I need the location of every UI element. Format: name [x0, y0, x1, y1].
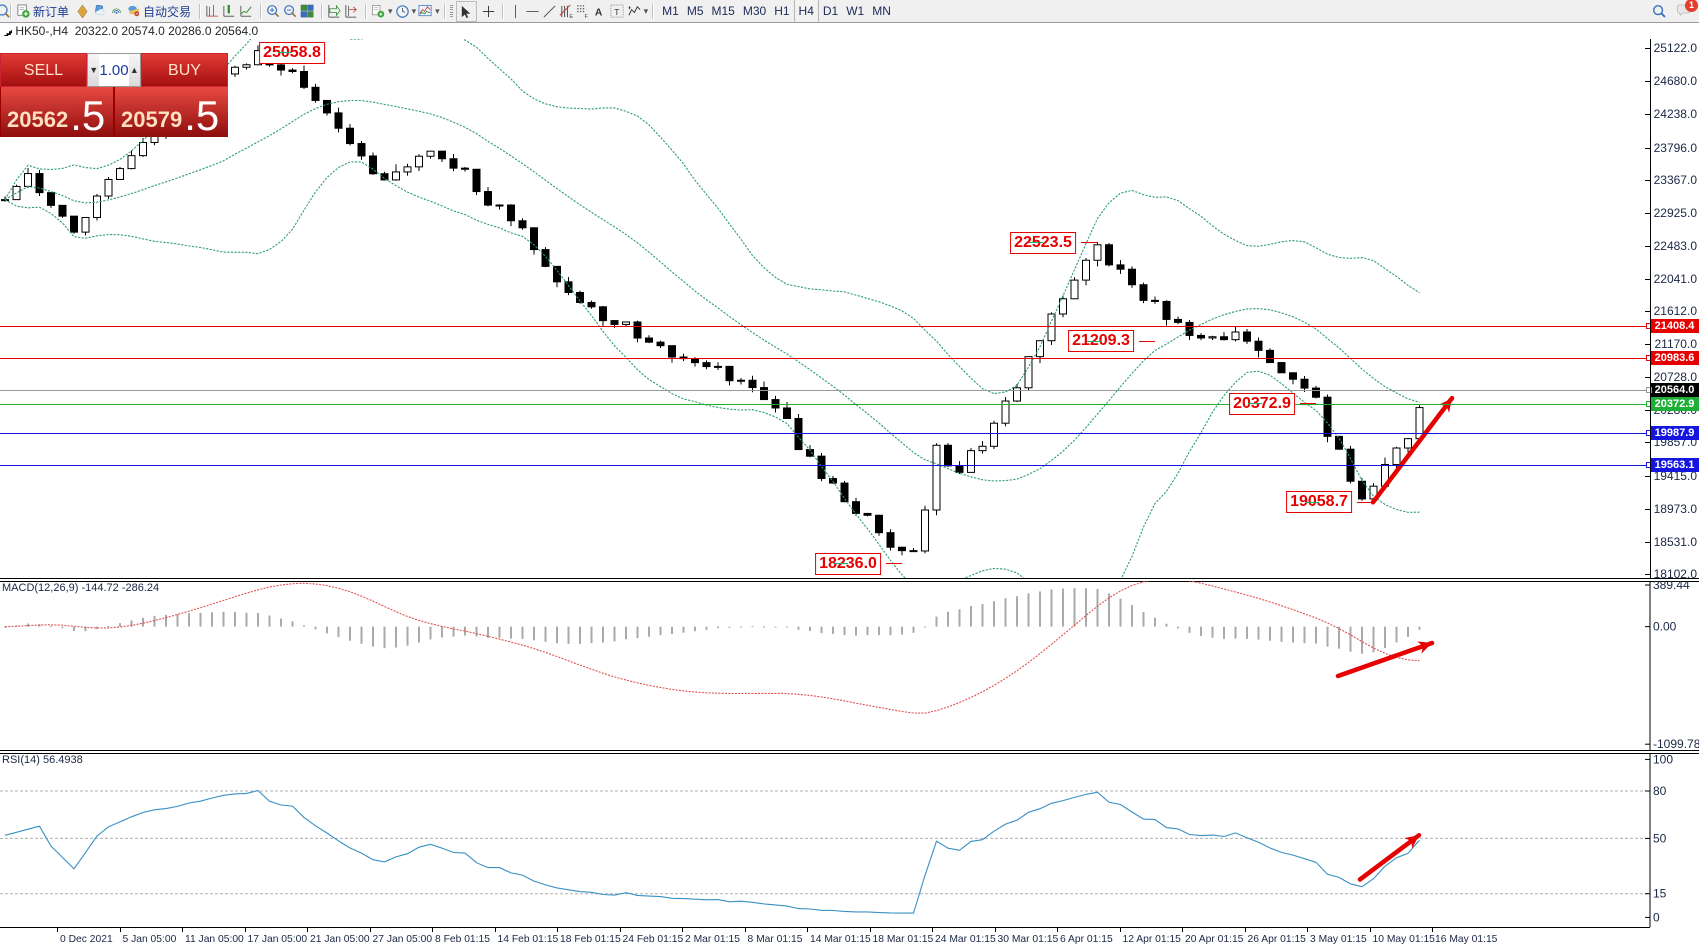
- svg-text:T: T: [614, 6, 619, 16]
- svg-text:-1099.78: -1099.78: [1653, 737, 1699, 751]
- svg-text:F: F: [584, 14, 588, 19]
- svg-text:80: 80: [1653, 784, 1667, 798]
- svg-text:389.44: 389.44: [1653, 581, 1690, 592]
- svg-text:MACD(12,26,9) -144.72 -286.24: MACD(12,26,9) -144.72 -286.24: [2, 582, 159, 594]
- svg-text:15: 15: [1653, 887, 1667, 901]
- svg-text:E: E: [569, 14, 573, 19]
- svg-text:50: 50: [1653, 831, 1667, 845]
- svg-text:0.00: 0.00: [1653, 620, 1677, 634]
- svg-text:RSI(14) 56.4938: RSI(14) 56.4938: [2, 754, 83, 766]
- svg-text:A: A: [595, 7, 603, 18]
- svg-text:100: 100: [1653, 753, 1673, 766]
- svg-text:0: 0: [1653, 910, 1660, 924]
